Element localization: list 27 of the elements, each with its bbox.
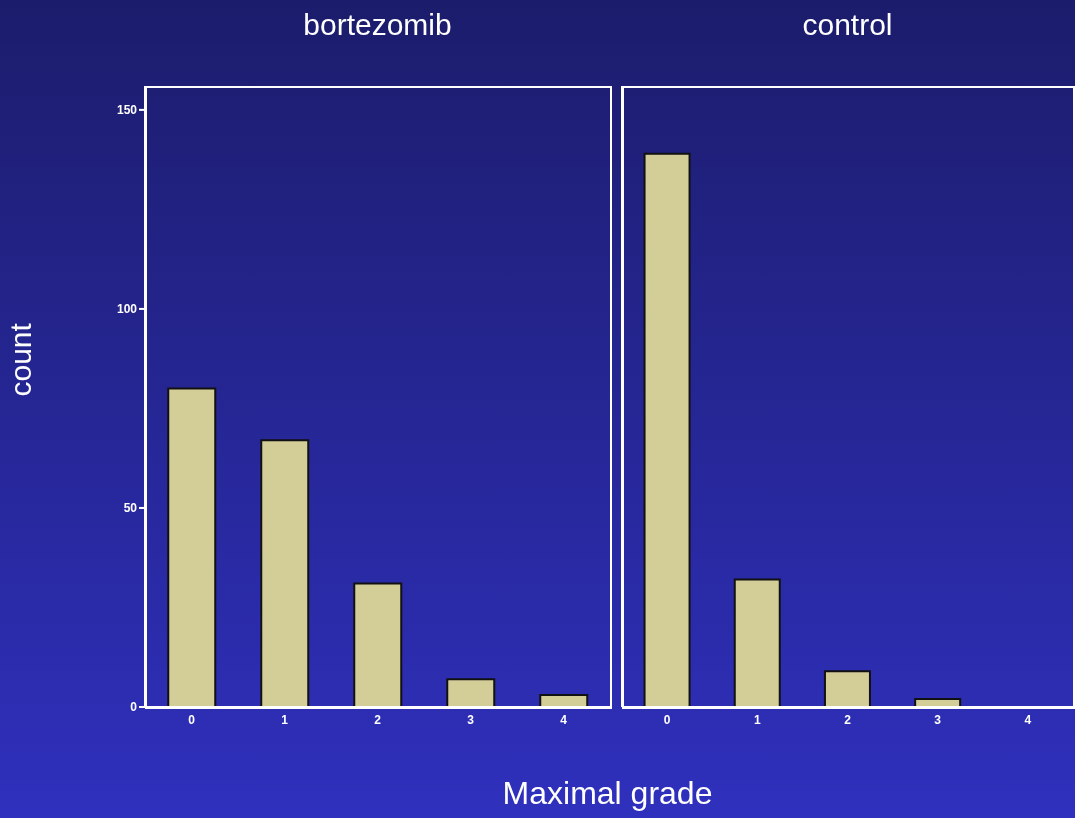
y-tick-label: 100 (116, 302, 138, 317)
bar (446, 678, 496, 707)
x-tick-label: 0 (188, 712, 196, 727)
chart-title: bortezomib (302, 8, 453, 42)
y-tick-label: 150 (116, 103, 138, 118)
bar (353, 582, 403, 707)
y-tick-label: 0 (130, 700, 138, 715)
x-tick-label: 3 (467, 712, 475, 727)
y-axis-title: count (3, 322, 37, 397)
bar (823, 670, 871, 707)
x-axis-title: Maximal grade (501, 775, 714, 812)
bar (733, 578, 781, 707)
bar (914, 698, 962, 707)
x-tick-label: 1 (281, 712, 289, 727)
bar (260, 439, 310, 707)
x-tick-label: 0 (663, 712, 671, 727)
bar (539, 694, 589, 707)
chart-title: control (801, 8, 894, 42)
x-tick-label: 3 (934, 712, 942, 727)
bar (643, 152, 691, 707)
x-tick-label: 2 (374, 712, 382, 727)
y-tick-label: 50 (123, 501, 138, 516)
x-tick-label: 1 (753, 712, 761, 727)
x-tick-label: 2 (844, 712, 852, 727)
x-tick-label: 4 (560, 712, 568, 727)
bar (167, 387, 217, 707)
x-tick-label: 4 (1024, 712, 1032, 727)
